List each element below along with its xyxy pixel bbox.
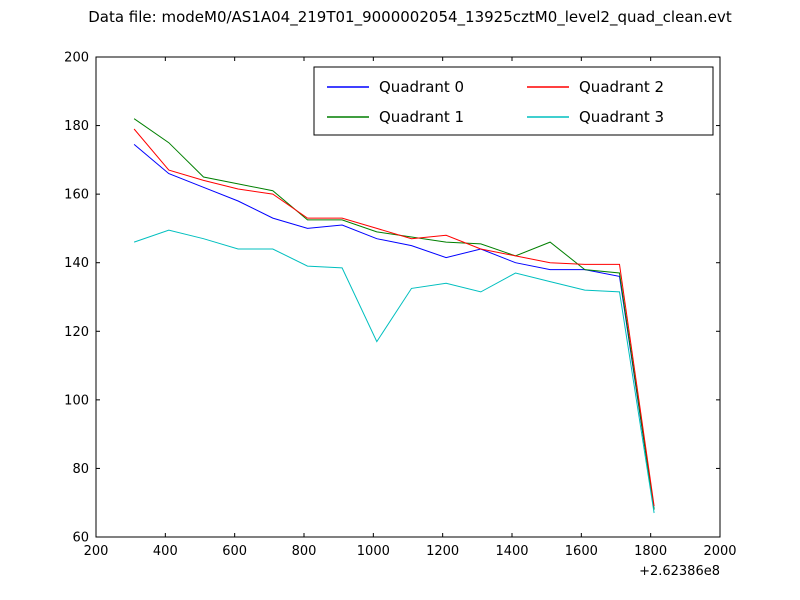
legend-label-quadrant-3: Quadrant 3 — [579, 108, 664, 126]
legend-label-quadrant-0: Quadrant 0 — [379, 78, 464, 96]
x-axis-tick-label: 600 — [222, 544, 247, 559]
y-axis-tick-label: 120 — [64, 325, 89, 340]
y-axis-tick-label: 100 — [64, 393, 89, 408]
x-axis-tick-label: 1000 — [357, 544, 390, 559]
x-axis-tick-label: 400 — [153, 544, 178, 559]
legend-box — [313, 66, 714, 136]
axes-frame — [95, 56, 721, 538]
x-axis-tick-label: 1200 — [426, 544, 459, 559]
y-axis-tick-label: 160 — [64, 188, 89, 203]
series-line-quadrant-3 — [133, 229, 655, 514]
legend-label-quadrant-2: Quadrant 2 — [579, 78, 664, 96]
x-axis-tick-label: 200 — [84, 544, 109, 559]
x-axis-tick-label: 1400 — [495, 544, 528, 559]
x-axis-tick-label: 1800 — [634, 544, 667, 559]
x-axis-tick-label: 2000 — [703, 544, 736, 559]
y-axis-tick-label: 140 — [64, 256, 89, 271]
legend-label-quadrant-1: Quadrant 1 — [379, 108, 464, 126]
x-axis-tick-label: 800 — [292, 544, 317, 559]
series-line-quadrant-0 — [133, 144, 655, 510]
y-axis-tick-label: 180 — [64, 119, 89, 134]
chart-title: Data file: modeM0/AS1A04_219T01_90000020… — [88, 8, 732, 26]
series-line-quadrant-1 — [133, 118, 655, 510]
x-axis-tick-label: 1600 — [565, 544, 598, 559]
series-line-quadrant-2 — [133, 128, 655, 507]
y-axis-tick-label: 200 — [64, 51, 89, 66]
x-axis-offset-label: +2.62386e8 — [639, 564, 720, 579]
y-axis-tick-label: 80 — [72, 462, 89, 477]
y-axis-tick-label: 60 — [72, 531, 89, 546]
